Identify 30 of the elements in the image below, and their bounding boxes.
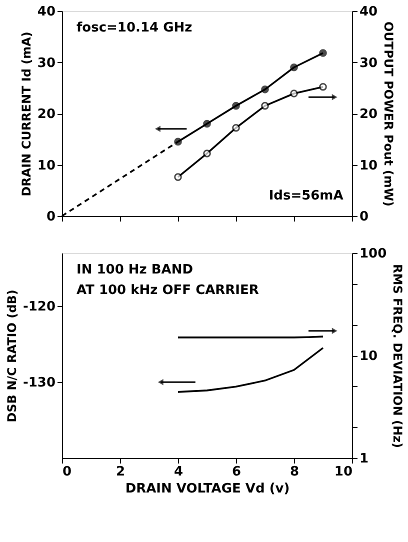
annotation: fosc=10.14 GHz bbox=[76, 20, 192, 36]
x-tick-label: 6 bbox=[232, 464, 242, 480]
y2-tick-label: 0 bbox=[360, 210, 369, 224]
y2-tick-label: 40 bbox=[360, 4, 378, 20]
x-tick-label: 10 bbox=[334, 464, 352, 480]
annotation: AT 100 kHz OFF CARRIER bbox=[76, 282, 259, 298]
y2-tick-label: 30 bbox=[360, 56, 378, 71]
x-tick-label: 0 bbox=[62, 464, 72, 480]
y2-axis-title: RMS FREQ. DEVIATION (Hz) bbox=[390, 264, 405, 448]
y-tick-label: 40 bbox=[37, 4, 56, 20]
y2-axis-title: OUTPUT POWER Pout (mW) bbox=[382, 21, 396, 207]
x-tick-label: 8 bbox=[290, 464, 300, 480]
x-axis-title: DRAIN VOLTAGE Vd (v) bbox=[125, 482, 290, 496]
y-axis-title: DRAIN CURRENT Id (mA) bbox=[19, 32, 34, 196]
y2-tick-label: 1 bbox=[360, 452, 369, 466]
y2-tick-label: 20 bbox=[360, 107, 378, 122]
y2-tick-label: 10 bbox=[360, 158, 378, 174]
y-tick-label: -120 bbox=[22, 300, 56, 315]
annotation: IN 100 Hz BAND bbox=[76, 262, 194, 278]
y-tick-label: 0 bbox=[46, 210, 56, 224]
y2-tick-label: 10 bbox=[360, 349, 378, 364]
y-axis-title: DSB N/C RATIO (dB) bbox=[4, 290, 19, 422]
x-tick-label: 2 bbox=[116, 464, 126, 480]
y2-tick-label: 100 bbox=[360, 246, 387, 262]
y-tick-label: -130 bbox=[22, 376, 56, 391]
x-tick-label: 4 bbox=[174, 464, 184, 480]
annotation: Ids=56mA bbox=[268, 188, 344, 204]
y-tick-label: 30 bbox=[37, 56, 56, 71]
y-tick-label: 10 bbox=[37, 158, 56, 174]
y-tick-label: 20 bbox=[37, 107, 56, 122]
